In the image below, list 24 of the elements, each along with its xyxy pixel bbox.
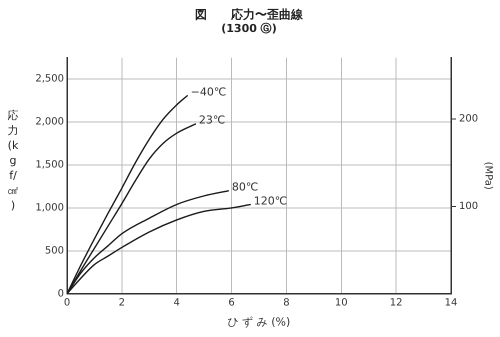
x-tick-label: 2 bbox=[118, 297, 126, 308]
y-tick-label: 2,000 bbox=[35, 116, 64, 128]
x-tick-label: 10 bbox=[334, 297, 348, 308]
series-label: 80℃ bbox=[232, 180, 258, 194]
x-tick-label: 8 bbox=[283, 297, 290, 308]
y-tick-label: 0 bbox=[58, 288, 64, 300]
y2-tick-label: 100 bbox=[459, 200, 478, 212]
series-label: 23℃ bbox=[198, 114, 226, 127]
x-tick-label: 14 bbox=[444, 297, 458, 308]
x-tick-label: 12 bbox=[390, 297, 403, 308]
x-tick-label: 4 bbox=[174, 297, 180, 308]
x-tick-label: 6 bbox=[228, 297, 235, 308]
series-label: −40℃ bbox=[190, 85, 226, 98]
x-axis-title: ひ ず み (%) bbox=[228, 315, 290, 328]
chart-subtitle: (1300 Ⓖ) bbox=[221, 22, 277, 35]
y2-axis-title: (MPa) bbox=[482, 162, 494, 190]
y-tick-label: 2,500 bbox=[35, 74, 64, 85]
y-tick-label: 1,500 bbox=[35, 160, 64, 171]
y-tick-label: 500 bbox=[44, 245, 64, 256]
chart-title: 図 応力〜歪曲線 bbox=[195, 7, 304, 22]
y-axis-title: 応力(kgf/㎠) bbox=[6, 108, 20, 213]
series-label: 120℃ bbox=[254, 194, 288, 208]
y2-tick-label: 200 bbox=[459, 113, 478, 124]
y-tick-label: 1,000 bbox=[35, 202, 64, 214]
